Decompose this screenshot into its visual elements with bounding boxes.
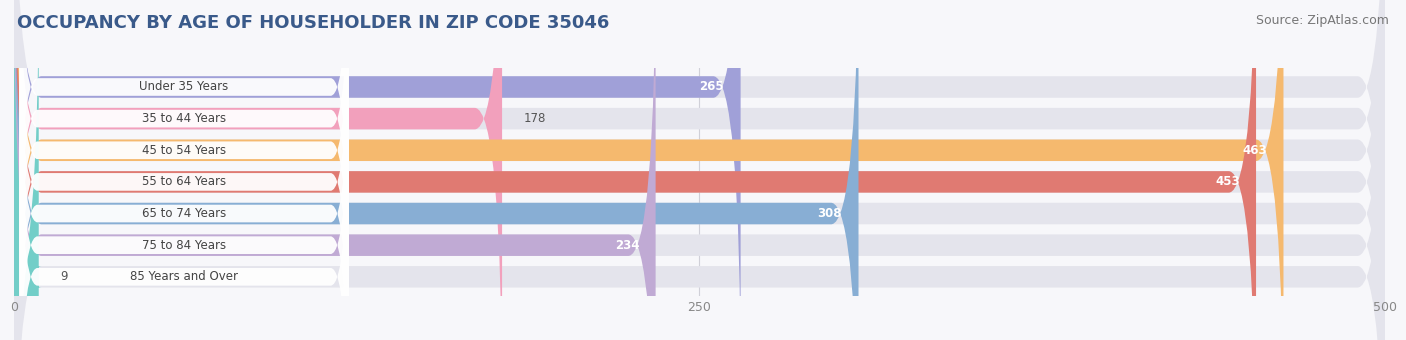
Text: OCCUPANCY BY AGE OF HOUSEHOLDER IN ZIP CODE 35046: OCCUPANCY BY AGE OF HOUSEHOLDER IN ZIP C… <box>17 14 609 32</box>
Text: 308: 308 <box>817 207 842 220</box>
Text: 65 to 74 Years: 65 to 74 Years <box>142 207 226 220</box>
FancyBboxPatch shape <box>20 0 349 340</box>
Text: 55 to 64 Years: 55 to 64 Years <box>142 175 226 188</box>
Text: Source: ZipAtlas.com: Source: ZipAtlas.com <box>1256 14 1389 27</box>
Text: 463: 463 <box>1243 144 1267 157</box>
Text: 9: 9 <box>60 270 67 283</box>
Text: 453: 453 <box>1215 175 1240 188</box>
FancyBboxPatch shape <box>14 0 1385 340</box>
Text: 45 to 54 Years: 45 to 54 Years <box>142 144 226 157</box>
Text: 234: 234 <box>614 239 640 252</box>
FancyBboxPatch shape <box>20 0 349 340</box>
FancyBboxPatch shape <box>20 80 349 340</box>
FancyBboxPatch shape <box>14 0 1385 340</box>
FancyBboxPatch shape <box>14 0 1385 340</box>
FancyBboxPatch shape <box>14 0 1385 340</box>
FancyBboxPatch shape <box>20 48 349 340</box>
FancyBboxPatch shape <box>14 0 502 340</box>
FancyBboxPatch shape <box>14 0 1385 340</box>
FancyBboxPatch shape <box>20 17 349 340</box>
Text: 35 to 44 Years: 35 to 44 Years <box>142 112 226 125</box>
FancyBboxPatch shape <box>14 0 741 340</box>
FancyBboxPatch shape <box>14 0 1385 340</box>
FancyBboxPatch shape <box>14 0 1284 340</box>
Text: 265: 265 <box>700 81 724 94</box>
FancyBboxPatch shape <box>14 0 859 340</box>
Text: 178: 178 <box>524 112 547 125</box>
FancyBboxPatch shape <box>11 0 42 340</box>
Text: Under 35 Years: Under 35 Years <box>139 81 229 94</box>
FancyBboxPatch shape <box>14 0 655 340</box>
Text: 85 Years and Over: 85 Years and Over <box>129 270 238 283</box>
Text: 75 to 84 Years: 75 to 84 Years <box>142 239 226 252</box>
FancyBboxPatch shape <box>20 0 349 284</box>
FancyBboxPatch shape <box>14 0 1256 340</box>
FancyBboxPatch shape <box>14 0 1385 340</box>
FancyBboxPatch shape <box>20 0 349 316</box>
